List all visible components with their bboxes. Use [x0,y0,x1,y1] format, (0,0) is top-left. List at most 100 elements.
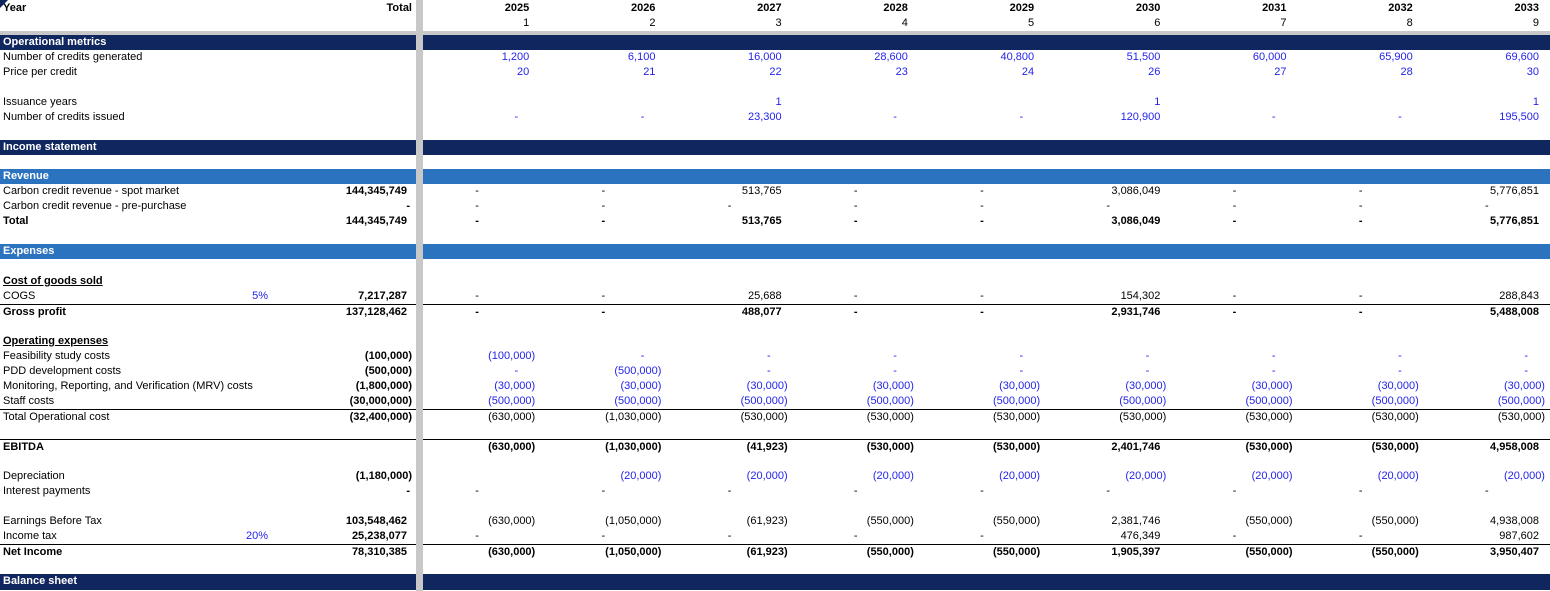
net-income-y2027[interactable]: (61,923) [746,546,788,558]
mrv-costs-label[interactable]: Monitoring, Reporting, and Verification … [3,380,253,392]
interest-payments-y2030[interactable]: - [1106,485,1111,497]
carbon-credit-revenue-spot-market-y2031[interactable]: - [1232,185,1237,197]
year-index-2033[interactable]: 9 [1532,17,1539,29]
year-header-2029[interactable]: 2029 [1009,2,1035,14]
feasibility-study-costs-y2032[interactable]: - [1398,350,1402,362]
depreciation-total[interactable]: (1,180,000) [355,470,412,482]
total-operational-cost-y2027[interactable]: (530,000) [740,411,788,423]
feasibility-study-costs-y2031[interactable]: - [1271,350,1276,362]
number-of-credits-generated-y2032[interactable]: 65,900 [1379,51,1413,63]
staff-costs-y2026[interactable]: (500,000) [614,395,662,407]
net-income-y2032[interactable]: (550,000) [1371,546,1419,558]
ebitda-y2033[interactable]: 4,958,008 [1490,441,1539,453]
total-operational-cost-y2032[interactable]: (530,000) [1371,411,1419,423]
gross-profit-label[interactable]: Gross profit [3,306,66,318]
interest-payments-y2033[interactable]: - [1485,485,1489,497]
revenue-total-y2028[interactable]: - [853,215,858,227]
pdd-development-costs-label[interactable]: PDD development costs [3,365,121,377]
year-index-2032[interactable]: 8 [1406,17,1413,29]
price-per-credit-y2028[interactable]: 23 [895,66,908,78]
ebitda-label[interactable]: EBITDA [3,441,44,453]
year-header-2028[interactable]: 2028 [883,2,908,14]
year-index-2026[interactable]: 2 [649,17,656,29]
gross-profit-y2032[interactable]: - [1358,306,1363,318]
depreciation-y2030[interactable]: (20,000) [1125,470,1167,482]
section-operational-metrics[interactable]: Operational metrics [3,36,107,48]
staff-costs-label[interactable]: Staff costs [3,395,55,407]
revenue-total-y2027[interactable]: 513,765 [741,215,782,227]
depreciation-y2031[interactable]: (20,000) [1251,470,1293,482]
staff-costs-y2027[interactable]: (500,000) [740,395,788,407]
issuance-years-y2033[interactable]: 1 [1532,96,1539,108]
staff-costs-y2029[interactable]: (500,000) [993,395,1041,407]
total-operational-cost-label[interactable]: Total Operational cost [3,411,110,423]
income-tax-y2029[interactable]: - [980,530,984,542]
interest-payments-y2027[interactable]: - [727,485,732,497]
year-index-2029[interactable]: 5 [1027,17,1035,29]
price-per-credit-y2027[interactable]: 22 [769,66,782,78]
pdd-development-costs-y2032[interactable]: - [1398,365,1402,377]
year-header-2033[interactable]: 2033 [1514,2,1539,14]
gross-profit-y2033[interactable]: 5,488,008 [1490,306,1539,318]
number-of-credits-generated-y2031[interactable]: 60,000 [1252,51,1287,63]
earnings-before-tax-y2029[interactable]: (550,000) [993,515,1041,527]
number-of-credits-generated-y2025[interactable]: 1,200 [501,51,530,63]
ebitda-y2026[interactable]: (1,030,000) [605,441,662,453]
revenue-total-y2031[interactable]: - [1232,215,1237,227]
number-of-credits-generated-y2028[interactable]: 28,600 [874,51,908,63]
pdd-development-costs-y2033[interactable]: - [1524,365,1528,377]
cogs-y2026[interactable]: - [601,290,606,302]
ebitda-y2031[interactable]: (530,000) [1245,441,1293,453]
depreciation-y2032[interactable]: (20,000) [1377,470,1419,482]
pdd-development-costs-y2030[interactable]: - [1145,365,1150,377]
freeze-pane-horizontal-divider[interactable] [0,31,1550,35]
earnings-before-tax-total[interactable]: 103,548,462 [345,515,407,527]
revenue-total-y2030[interactable]: 3,086,049 [1111,215,1161,227]
earnings-before-tax-y2031[interactable]: (550,000) [1245,515,1293,527]
carbon-credit-revenue-spot-market-y2032[interactable]: - [1358,185,1363,197]
total-header-cell[interactable]: Total [386,2,412,14]
total-operational-cost-y2031[interactable]: (530,000) [1245,411,1293,423]
staff-costs-y2030[interactable]: (500,000) [1119,395,1167,407]
number-of-credits-generated-label[interactable]: Number of credits generated [3,51,143,63]
interest-payments-y2031[interactable]: - [1232,485,1237,497]
income-tax-y2027[interactable]: - [727,530,732,542]
number-of-credits-issued-y2032[interactable]: - [1398,111,1402,123]
net-income-y2028[interactable]: (550,000) [866,546,914,558]
mrv-costs-y2028[interactable]: (30,000) [872,380,914,392]
mrv-costs-y2027[interactable]: (30,000) [746,380,788,392]
net-income-label[interactable]: Net Income [3,546,63,558]
earnings-before-tax-label[interactable]: Earnings Before Tax [3,515,102,527]
number-of-credits-issued-y2027[interactable]: 23,300 [748,111,782,123]
number-of-credits-issued-y2033[interactable]: 195,500 [1499,111,1539,123]
gross-profit-y2027[interactable]: 488,077 [741,306,782,318]
feasibility-study-costs-y2027[interactable]: - [766,350,771,362]
carbon-credit-revenue-spot-market-y2027[interactable]: 513,765 [741,185,782,197]
price-per-credit-y2025[interactable]: 20 [516,66,530,78]
feasibility-study-costs-y2029[interactable]: - [1019,350,1024,362]
ebitda-y2025[interactable]: (630,000) [488,441,536,453]
carbon-credit-revenue-pre-purchase-y2028[interactable]: - [853,200,858,212]
cogs-total[interactable]: 7,217,287 [358,290,407,302]
gross-profit-y2031[interactable]: - [1232,306,1237,318]
carbon-credit-revenue-pre-purchase-y2027[interactable]: - [727,200,732,212]
number-of-credits-issued-y2029[interactable]: - [1019,111,1024,123]
price-per-credit-y2032[interactable]: 28 [1400,66,1413,78]
year-index-2028[interactable]: 4 [901,17,908,29]
feasibility-study-costs-y2028[interactable]: - [893,350,897,362]
carbon-credit-revenue-pre-purchase-y2025[interactable]: - [475,200,479,212]
earnings-before-tax-y2032[interactable]: (550,000) [1371,515,1419,527]
income-tax-percent[interactable]: 20% [245,530,268,542]
carbon-credit-revenue-spot-market-y2026[interactable]: - [601,185,606,197]
year-header-2027[interactable]: 2027 [757,2,782,14]
section-income-statement[interactable]: Income statement [3,141,97,153]
staff-costs-y2032[interactable]: (500,000) [1371,395,1419,407]
carbon-credit-revenue-pre-purchase-y2029[interactable]: - [980,200,984,212]
carbon-credit-revenue-spot-market-y2030[interactable]: 3,086,049 [1111,185,1161,197]
pdd-development-costs-y2031[interactable]: - [1271,365,1276,377]
total-operational-cost-y2025[interactable]: (630,000) [488,411,536,423]
gross-profit-total[interactable]: 137,128,462 [345,306,407,318]
cogs-y2025[interactable]: - [475,290,479,302]
depreciation-y2028[interactable]: (20,000) [872,470,914,482]
depreciation-y2027[interactable]: (20,000) [746,470,788,482]
